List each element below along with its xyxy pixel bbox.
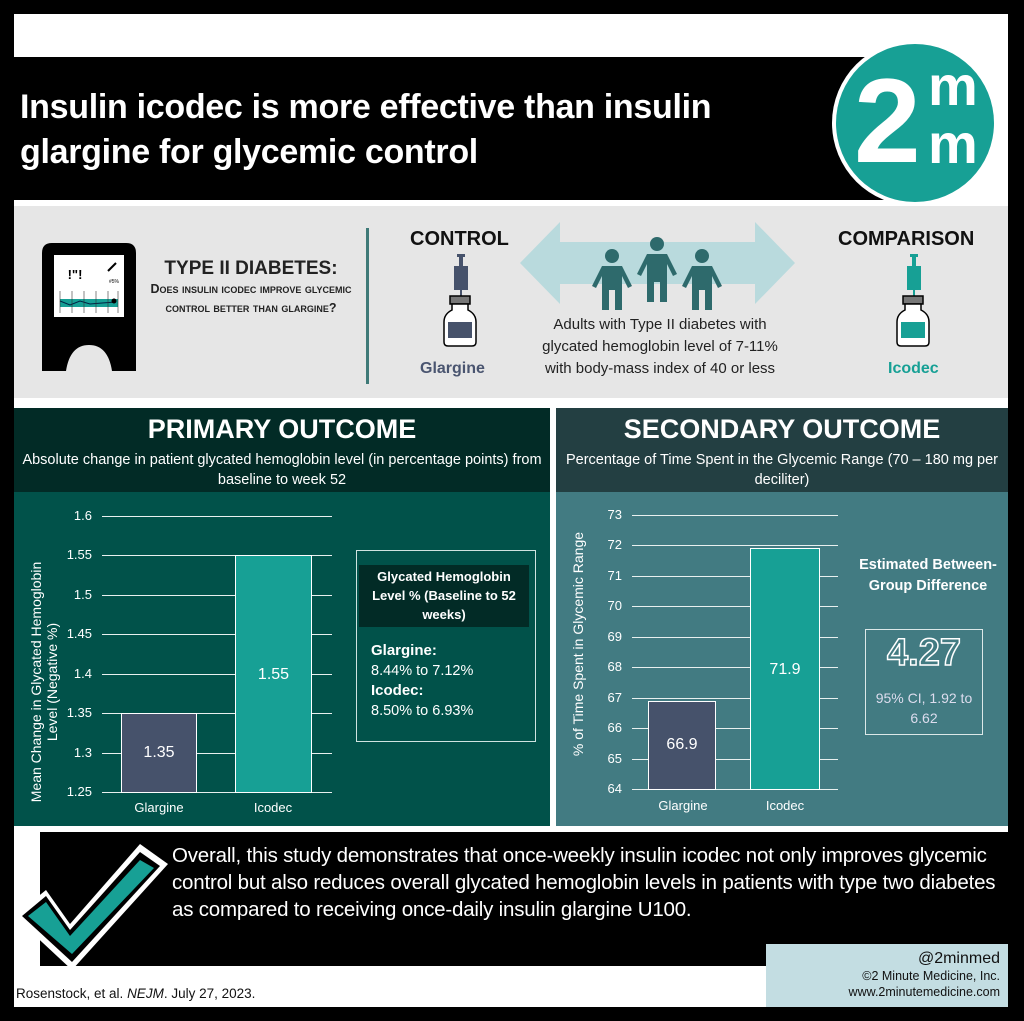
conclusion-text: Overall, this study demonstrates that on…: [172, 844, 996, 921]
secondary-header: SECONDARY OUTCOME Percentage of Time Spe…: [556, 408, 1008, 492]
bar-glargine: 66.9: [648, 701, 716, 790]
brand-footer: @2minmed ©2 Minute Medicine, Inc. www.2m…: [766, 944, 1008, 1007]
icodec-label: Icodec:: [371, 682, 424, 699]
primary-subtitle: Absolute change in patient glycated hemo…: [22, 452, 542, 488]
primary-header: PRIMARY OUTCOME Absolute change in patie…: [14, 408, 550, 492]
checkmark-icon: [14, 844, 168, 968]
secondary-title: SECONDARY OUTCOME: [623, 414, 941, 444]
svg-text:#5%: #5%: [109, 279, 120, 285]
control-label: CONTROL: [410, 228, 509, 250]
y-tick: 1.6: [73, 508, 92, 523]
glargine-hba1c-range: 8.44% to 7.12%: [371, 663, 474, 679]
y-tick: 1.25: [66, 784, 92, 799]
y-tick: 72: [607, 537, 622, 552]
x-category: Glargine: [658, 798, 708, 813]
y-tick: 68: [607, 659, 622, 674]
bar-icodec: 71.9: [750, 548, 820, 790]
bar-icodec: 1.55: [235, 555, 312, 793]
website-link[interactable]: www.2minutemedicine.com: [848, 985, 1000, 999]
glucose-meter-icon: !"! #5%: [42, 243, 136, 371]
primary-y-axis-label: Mean Change in Glycated Hemoglobin Level…: [28, 561, 60, 803]
citation: Rosenstock, et al. NEJM. July 27, 2023.: [16, 986, 256, 1001]
primary-title: PRIMARY OUTCOME: [147, 414, 417, 444]
logo-digit: 2: [854, 54, 921, 188]
between-group-difference-box: 4.27 95% CI, 1.92 to 6.62: [865, 629, 983, 735]
copyright: ©2 Minute Medicine, Inc.: [862, 969, 1000, 983]
svg-text:!"!: !"!: [68, 267, 83, 282]
y-tick: 64: [607, 781, 622, 796]
brand-logo: 2 m m TM: [832, 40, 998, 206]
title-bar: [14, 57, 934, 200]
journal-name: NEJM: [127, 986, 164, 1001]
bar-glargine: 1.35: [121, 713, 197, 793]
glargine-label: Glargine:: [371, 642, 437, 659]
x-category: Glargine: [134, 800, 184, 815]
confidence-interval: 95% CI, 1.92 to 6.62: [875, 690, 973, 726]
research-question: TYPE II DIABETES: Does insulin icodec im…: [140, 258, 362, 318]
y-tick: 71: [607, 568, 622, 583]
y-tick: 65: [607, 751, 622, 766]
comparison-label: COMPARISON: [838, 228, 975, 250]
y-tick: 1.55: [66, 547, 92, 562]
icodec-hba1c-range: 8.50% to 6.93%: [371, 703, 474, 719]
between-group-difference-title: Estimated Between-Group Difference: [859, 557, 997, 594]
secondary-subtitle: Percentage of Time Spent in the Glycemic…: [565, 452, 998, 488]
y-tick: 67: [607, 690, 622, 705]
population-description: Adults with Type II diabetes with glycat…: [542, 316, 778, 377]
y-tick: 1.3: [73, 745, 92, 760]
x-category: Icodec: [765, 798, 805, 813]
logo-m-top: m: [928, 54, 978, 117]
hba1c-summary-box: Glycated Hemoglobin Level % (Baseline to…: [356, 550, 536, 742]
logo-trademark: TM: [986, 78, 997, 85]
y-tick: 1.35: [66, 705, 92, 720]
hba1c-box-heading: Glycated Hemoglobin Level % (Baseline to…: [359, 565, 529, 627]
pico-band: [14, 206, 1008, 398]
secondary-bar-chart: 73 72 71 70 69 68 67 66 65 64 % of Time …: [556, 408, 1008, 826]
x-category: Icodec: [253, 800, 293, 815]
y-tick: 1.4: [73, 666, 92, 681]
conclusion-box: [40, 832, 1008, 966]
difference-value: 4.27: [886, 631, 961, 675]
y-tick: 1.5: [73, 587, 92, 602]
y-tick: 73: [607, 507, 622, 522]
logo-m-bottom: m: [928, 112, 978, 175]
patients-group-icon: [592, 237, 722, 310]
question-heading: TYPE II DIABETES:: [164, 258, 338, 279]
primary-bar-chart: 1.6 1.55 1.5 1.45 1.4 1.35 1.3 1.25 Mean…: [14, 408, 550, 826]
comparison-drug-name: Icodec: [888, 360, 939, 377]
glargine-vial-icon: [443, 254, 477, 347]
y-tick: 1.45: [66, 626, 92, 641]
icodec-vial-icon: [896, 254, 930, 347]
y-tick: 69: [607, 629, 622, 644]
social-handle: @2minmed: [917, 950, 1000, 967]
divider: [366, 228, 369, 384]
question-body: Does insulin icodec improve glycemic con…: [150, 282, 352, 315]
secondary-y-axis-label: % of Time Spent in Glycemic Range: [570, 531, 586, 757]
control-drug-name: Glargine: [420, 360, 485, 377]
y-tick: 66: [607, 720, 622, 735]
y-tick: 70: [607, 598, 622, 613]
page-title: Insulin icodec is more effective than in…: [20, 88, 712, 171]
